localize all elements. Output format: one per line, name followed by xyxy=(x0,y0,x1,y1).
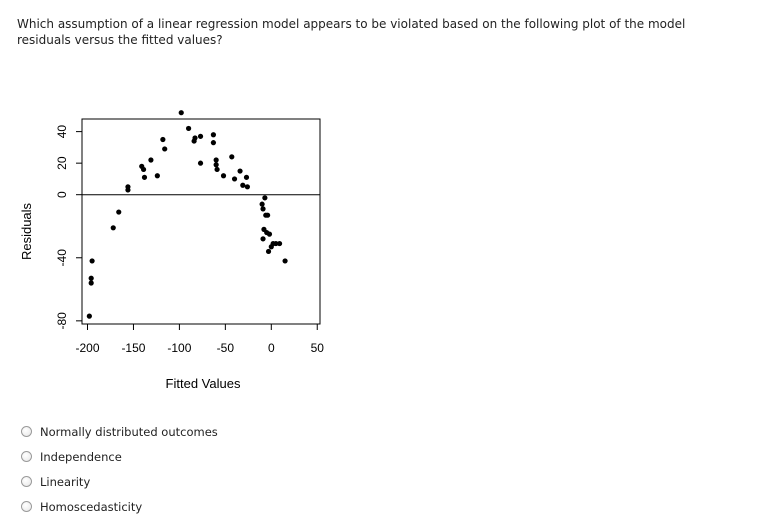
data-point xyxy=(140,166,147,173)
plot-frame xyxy=(81,118,321,325)
x-tick-label: -50 xyxy=(217,341,235,355)
data-point xyxy=(88,280,94,286)
x-axis-label: Fitted Values xyxy=(166,376,241,391)
radio-button[interactable] xyxy=(21,476,32,487)
data-point xyxy=(197,133,204,139)
data-point xyxy=(265,212,271,218)
y-tick-label: 0 xyxy=(55,191,69,198)
data-point xyxy=(154,173,160,179)
option-label: Normally distributed outcomes xyxy=(40,424,218,439)
y-tick-label: 40 xyxy=(55,125,69,139)
data-point xyxy=(116,209,122,215)
data-point xyxy=(231,176,238,182)
data-point xyxy=(110,225,116,231)
data-point xyxy=(192,135,198,141)
data-point xyxy=(89,258,95,264)
data-point xyxy=(262,195,268,201)
data-point xyxy=(213,162,219,168)
radio-button[interactable] xyxy=(21,501,32,512)
option-normally-distributed[interactable]: Normally distributed outcomes xyxy=(21,419,218,444)
data-point xyxy=(162,146,168,152)
data-point xyxy=(265,248,272,255)
question-text: Which assumption of a linear regression … xyxy=(17,17,686,47)
data-point xyxy=(214,166,220,173)
y-tick-label: -80 xyxy=(55,312,69,330)
data-point xyxy=(244,184,251,190)
option-independence[interactable]: Independence xyxy=(21,444,218,469)
data-point xyxy=(178,110,184,116)
y-tick-label: -40 xyxy=(55,249,69,267)
y-tick-label: 20 xyxy=(55,156,69,170)
data-point xyxy=(229,154,235,160)
x-tick-label: -100 xyxy=(167,341,191,355)
data-point xyxy=(273,240,279,247)
data-point xyxy=(197,160,204,166)
data-point xyxy=(240,182,246,188)
y-axis-label: Residuals xyxy=(19,202,34,260)
data-point xyxy=(259,201,265,207)
data-point xyxy=(88,275,94,281)
data-point xyxy=(276,240,283,247)
data-point xyxy=(260,206,266,212)
data-point xyxy=(213,157,219,163)
data-point xyxy=(243,174,250,180)
data-point xyxy=(141,174,148,180)
data-point xyxy=(260,236,266,242)
option-label: Linearity xyxy=(40,474,91,489)
data-point xyxy=(237,168,243,174)
data-point xyxy=(148,157,154,163)
x-tick-label: -150 xyxy=(121,341,145,355)
data-point xyxy=(160,136,166,143)
option-homoscedasticity[interactable]: Homoscedasticity xyxy=(21,494,218,519)
data-point xyxy=(220,173,227,179)
residuals-scatter-plot: -200 -150 -100 -50 0 50 -80 -40 0 20 40 Fitted Valu… xyxy=(19,110,325,391)
option-linearity[interactable]: Linearity xyxy=(21,469,218,494)
x-tick-label: 50 xyxy=(311,341,325,355)
answer-options: Normally distributed outcomes Independen… xyxy=(21,419,218,519)
data-point xyxy=(185,125,192,132)
x-tick-label: -200 xyxy=(75,341,99,355)
data-point xyxy=(210,140,217,146)
data-point xyxy=(210,132,217,138)
x-tick-label: 0 xyxy=(268,341,275,355)
data-point xyxy=(86,313,92,319)
data-point xyxy=(266,231,273,237)
radio-button[interactable] xyxy=(21,426,32,437)
option-label: Homoscedasticity xyxy=(40,499,143,514)
data-point xyxy=(125,184,131,190)
radio-button[interactable] xyxy=(21,451,32,462)
option-label: Independence xyxy=(40,449,122,464)
data-point xyxy=(282,258,288,264)
